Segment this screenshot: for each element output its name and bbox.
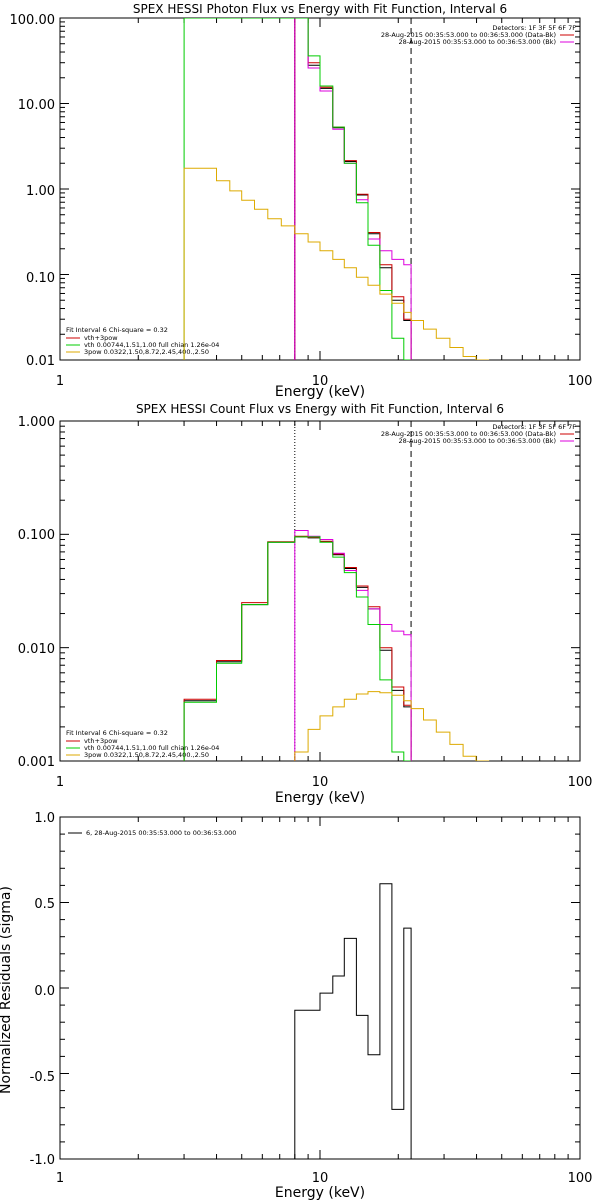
photon-series-1: [294, 18, 412, 360]
count-legend-fit-interval: Fit Interval 6 Chi-square = 0.32: [66, 729, 168, 737]
count-series-0: [183, 536, 412, 761]
residuals-y-tick-minus0.5: -0.5: [30, 1070, 55, 1085]
photon-legend-detectors: Detectors: 1F 3F 5F 6F 7F: [492, 24, 576, 32]
photon-legend-vth: vth 0.00744,1.51,1.00 full chian 1.26e-0…: [84, 341, 219, 349]
photon-series-0: [294, 18, 412, 360]
residuals-x-tick-100: 100: [568, 1171, 593, 1186]
count-plot-area: [59, 420, 581, 762]
residuals-y-axis-label: Normalized Residuals (sigma): [0, 886, 14, 1094]
residuals-y-tick-minus1: -1.0: [30, 1153, 55, 1168]
photon-y-tick-1.00: 1.00: [26, 184, 55, 199]
residuals-x-tick-10: 10: [312, 1171, 329, 1186]
count-x-axis-label: Energy (keV): [275, 790, 365, 806]
count-y-tick-0.001: 0.001: [18, 755, 55, 770]
residuals-y-tick-0.5: 0.5: [34, 897, 55, 912]
count-series-3: [183, 536, 412, 761]
count-frame: [59, 420, 581, 762]
photon-x-axis-label: Energy (keV): [275, 384, 365, 400]
residuals-series-0: [294, 883, 412, 1159]
count-series-1: [183, 535, 412, 761]
residuals-legend-entry: 6, 28-Aug-2015 00:35:53.000 to 00:36:53.…: [86, 829, 236, 837]
count-y-tick-0.010: 0.010: [18, 642, 55, 657]
residuals-panel: Energy (keV) Normalized Residuals (sigma…: [0, 811, 592, 1200]
count-legend-vth: vth 0.00744,1.51,1.00 full chian 1.26e-0…: [84, 744, 219, 752]
photon-legend-vth3pow: vth+3pow: [84, 334, 118, 342]
photon-legend-bk: 28-Aug-2015 00:35:53.000 to 00:36:53.000…: [399, 38, 556, 46]
count-legend-vth3pow: vth+3pow: [84, 737, 118, 745]
photon-x-tick-10: 10: [312, 374, 329, 389]
photon-chart-title: SPEX HESSI Photon Flux vs Energy with Fi…: [133, 2, 507, 16]
count-legend-detectors: Detectors: 1F 3F 5F 6F 7F: [492, 423, 576, 431]
count-x-tick-1: 1: [56, 775, 64, 790]
photon-legend-data-bk: 28-Aug-2015 00:35:53.000 to 00:36:53.000…: [381, 31, 556, 39]
count-y-tick-0.100: 0.100: [18, 528, 55, 543]
photon-legend-fit-interval: Fit Interval 6 Chi-square = 0.32: [66, 326, 168, 334]
photon-y-tick-0.01: 0.01: [26, 354, 55, 369]
photon-plot-area: [59, 17, 581, 361]
count-flux-panel: SPEX HESSI Count Flux vs Energy with Fit…: [18, 402, 593, 806]
count-legend-data-bk: 28-Aug-2015 00:35:53.000 to 00:36:53.000…: [381, 430, 556, 438]
count-y-tick-1.000: 1.000: [18, 415, 55, 430]
photon-x-tick-1: 1: [56, 374, 64, 389]
residuals-x-tick-1: 1: [56, 1171, 64, 1186]
count-series-4: [294, 691, 490, 761]
residuals-y-tick-0: 0.0: [34, 984, 55, 999]
photon-series-3: [183, 18, 412, 360]
count-legend-3pow: 3pow 0.0322,1.50,8.72,2.45,400.,2.50: [84, 751, 209, 759]
count-legend-bk: 28-Aug-2015 00:35:53.000 to 00:36:53.000…: [399, 437, 556, 445]
residuals-y-tick-1: 1.0: [34, 811, 55, 826]
photon-series-4: [183, 167, 490, 360]
residuals-plot-area: [59, 816, 581, 1160]
residuals-x-axis-label: Energy (keV): [275, 1185, 365, 1200]
count-x-tick-100: 100: [568, 775, 593, 790]
photon-y-tick-0.10: 0.10: [26, 271, 55, 286]
photon-y-tick-100.00: 100.00: [10, 13, 56, 28]
photon-y-tick-10.00: 10.00: [18, 98, 55, 113]
residuals-frame: [59, 816, 581, 1160]
count-series-2: [294, 530, 412, 761]
photon-flux-panel: SPEX HESSI Photon Flux vs Energy with Fi…: [10, 2, 593, 400]
photon-legend-3pow: 3pow 0.0322,1.50,8.72,2.45,400.,2.50: [84, 348, 209, 356]
photon-x-tick-100: 100: [568, 374, 593, 389]
count-x-tick-10: 10: [312, 775, 329, 790]
photon-series-2: [294, 18, 412, 360]
count-chart-title: SPEX HESSI Count Flux vs Energy with Fit…: [136, 402, 504, 416]
